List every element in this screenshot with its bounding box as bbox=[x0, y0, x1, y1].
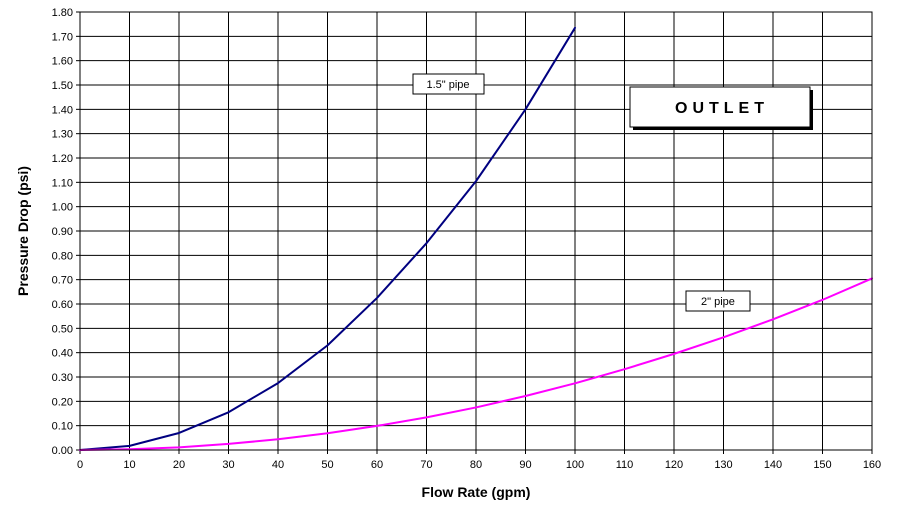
y-tick-label: 1.30 bbox=[52, 129, 73, 141]
y-tick-label: 0.50 bbox=[52, 323, 73, 335]
series-label-1-5-pipe: 1.5" pipe bbox=[412, 73, 485, 95]
y-tick-label: 0.40 bbox=[52, 348, 73, 360]
series-label-2-pipe: 2" pipe bbox=[685, 290, 751, 312]
series-label-1-5-pipe-box bbox=[412, 73, 485, 95]
y-tick-label: 0.70 bbox=[52, 275, 73, 287]
x-tick-label: 80 bbox=[470, 459, 482, 471]
outlet-badge: OUTLET bbox=[629, 86, 813, 130]
x-tick-label: 60 bbox=[371, 459, 383, 471]
outlet-badge-box bbox=[629, 86, 811, 128]
series-line-1-5-pipe bbox=[79, 26, 576, 451]
x-tick-label: 10 bbox=[123, 459, 135, 471]
y-tick-labels: 0.00 0.10 0.20 0.30 0.40 0.50 0.60 0.70 0.80 0.90… bbox=[52, 7, 73, 457]
series-label-2-pipe-box bbox=[685, 290, 751, 312]
series-lines bbox=[79, 26, 873, 451]
x-tick-label: 0 bbox=[77, 459, 83, 471]
y-tick-label: 1.40 bbox=[52, 104, 73, 116]
y-tick-label: 1.50 bbox=[52, 80, 73, 92]
x-tick-label: 130 bbox=[714, 459, 732, 471]
series-label-1-5-pipe-text: 1.5" pipe bbox=[426, 79, 469, 91]
y-tick-label: 0.30 bbox=[52, 372, 73, 384]
plot-border bbox=[79, 11, 873, 451]
y-tick-label: 1.80 bbox=[52, 7, 73, 19]
x-tick-label: 40 bbox=[272, 459, 284, 471]
x-tick-label: 50 bbox=[321, 459, 333, 471]
y-tick-label: 1.70 bbox=[52, 31, 73, 43]
y-tick-label: 0.20 bbox=[52, 396, 73, 408]
y-tick-label: 1.10 bbox=[52, 177, 73, 189]
y-tick-label: 1.60 bbox=[52, 56, 73, 68]
y-tick-label: 0.90 bbox=[52, 226, 73, 238]
y-tick-label: 0.10 bbox=[52, 421, 73, 433]
x-tick-label: 160 bbox=[863, 459, 881, 471]
x-tick-label: 70 bbox=[420, 459, 432, 471]
x-tick-label: 100 bbox=[566, 459, 584, 471]
y-axis-title: Pressure Drop (psi) bbox=[15, 166, 31, 296]
outlet-badge-text: OUTLET bbox=[675, 100, 769, 117]
x-tick-label: 140 bbox=[764, 459, 782, 471]
series-label-2-pipe-text: 2" pipe bbox=[701, 296, 735, 308]
series-line-2-pipe bbox=[79, 277, 873, 451]
x-tick-label: 150 bbox=[813, 459, 831, 471]
x-tick-label: 90 bbox=[519, 459, 531, 471]
y-tick-label: 0.60 bbox=[52, 299, 73, 311]
y-tick-label: 1.00 bbox=[52, 202, 73, 214]
x-axis-title: Flow Rate (gpm) bbox=[422, 484, 531, 500]
y-tick-label: 0.80 bbox=[52, 250, 73, 262]
x-tick-labels: 0 10 20 30 40 50 60 70 80 90 100 110 120 130 140 150 160 bbox=[77, 459, 881, 471]
y-tick-label: 0.00 bbox=[52, 445, 73, 457]
x-tick-label: 120 bbox=[665, 459, 683, 471]
x-tick-label: 30 bbox=[222, 459, 234, 471]
x-tick-label: 20 bbox=[173, 459, 185, 471]
x-tick-label: 110 bbox=[616, 459, 634, 471]
y-tick-label: 1.20 bbox=[52, 153, 73, 165]
